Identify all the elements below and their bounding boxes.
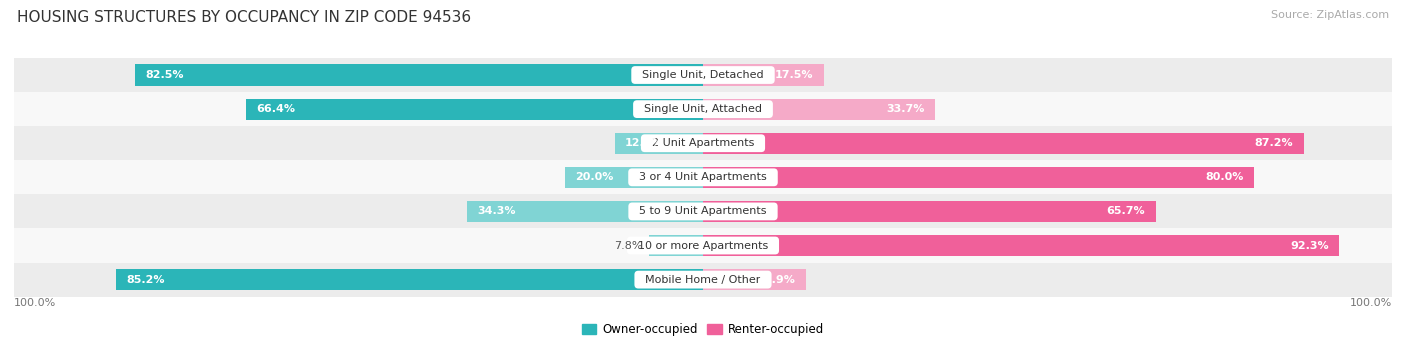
Bar [117,269,703,290]
Text: 14.9%: 14.9% [756,275,796,285]
Text: 10 or more Apartments: 10 or more Apartments [631,240,775,251]
Bar [703,167,1254,188]
Text: 100.0%: 100.0% [1350,298,1392,308]
Text: 2 Unit Apartments: 2 Unit Apartments [645,138,761,148]
Text: 12.8%: 12.8% [626,138,664,148]
Bar [14,58,1392,92]
Text: 80.0%: 80.0% [1205,172,1244,182]
Bar [14,160,1392,194]
Text: Mobile Home / Other: Mobile Home / Other [638,275,768,285]
Bar [703,269,806,290]
Bar [14,194,1392,228]
Bar [467,201,703,222]
Bar [14,263,1392,297]
Bar [703,64,824,86]
Text: 33.7%: 33.7% [886,104,925,114]
Bar [703,133,1303,154]
Text: 5 to 9 Unit Apartments: 5 to 9 Unit Apartments [633,206,773,217]
Text: 3 or 4 Unit Apartments: 3 or 4 Unit Apartments [633,172,773,182]
Text: Source: ZipAtlas.com: Source: ZipAtlas.com [1271,10,1389,20]
Text: 65.7%: 65.7% [1107,206,1146,217]
Bar [703,235,1339,256]
Text: 100.0%: 100.0% [14,298,56,308]
Text: 82.5%: 82.5% [145,70,183,80]
Text: Single Unit, Detached: Single Unit, Detached [636,70,770,80]
Bar [14,126,1392,160]
Text: 20.0%: 20.0% [575,172,614,182]
Text: Single Unit, Attached: Single Unit, Attached [637,104,769,114]
Bar [246,99,703,120]
Text: 87.2%: 87.2% [1254,138,1294,148]
Bar [703,99,935,120]
Bar [135,64,703,86]
Bar [650,235,703,256]
Bar [14,228,1392,263]
Bar [14,92,1392,126]
Bar [614,133,703,154]
Text: 85.2%: 85.2% [127,275,165,285]
Legend: Owner-occupied, Renter-occupied: Owner-occupied, Renter-occupied [578,318,828,341]
Bar [565,167,703,188]
Text: 92.3%: 92.3% [1289,240,1329,251]
Text: 66.4%: 66.4% [256,104,295,114]
Bar [703,201,1156,222]
Text: 7.8%: 7.8% [614,240,643,251]
Text: 34.3%: 34.3% [477,206,516,217]
Text: HOUSING STRUCTURES BY OCCUPANCY IN ZIP CODE 94536: HOUSING STRUCTURES BY OCCUPANCY IN ZIP C… [17,10,471,25]
Text: 17.5%: 17.5% [775,70,813,80]
